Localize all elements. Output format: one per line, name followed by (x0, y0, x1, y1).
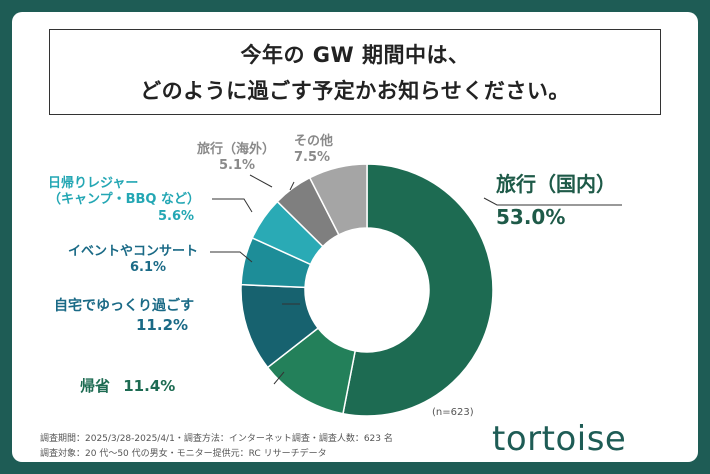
footnote-line-2: 調査対象：20 代〜50 代の男女・モニター提供元：RC リサーチデータ (40, 448, 327, 459)
label-overseas-name: 旅行（海外） (197, 142, 276, 157)
label-overseas: 旅行（海外） 5.1% (197, 142, 275, 175)
footnote-line-1: 調査期間：2025/3/28-2025/4/1・調査方法：インターネット調査・調… (40, 434, 393, 444)
donut-chart (210, 163, 622, 417)
label-domestic-name: 旅行（国内） (496, 172, 616, 196)
leader-line-other (289, 181, 295, 191)
survey-footnote: 調査期間：2025/3/28-2025/4/1・調査方法：インターネット調査・調… (40, 432, 393, 462)
sample-size: (n=623) (432, 407, 474, 418)
leader-line-leisure (212, 198, 253, 213)
label-domestic: 旅行（国内） 53.0% (496, 172, 616, 230)
label-homecoming-name: 帰省 (80, 377, 111, 395)
leader-line-homecoming (273, 371, 285, 385)
survey-card: 今年の GW 期間中は、 どのように過ごす予定かお知らせください。 旅行（海外）… (12, 12, 698, 462)
label-home-value: 11.2% (136, 315, 189, 334)
question-title-line-1: 今年の GW 期間中は、 (240, 43, 470, 67)
donut-slice-6 (308, 163, 368, 236)
label-leisure: 日帰りレジャー （キャンプ・BBQ など） 5.6% (48, 176, 200, 225)
tortoise-logo: tortoise (492, 419, 627, 459)
leader-line-domestic (483, 197, 622, 206)
label-home-name: 自宅でゆっくり過ごす (54, 298, 195, 314)
label-leisure-name-2: （キャンプ・BBQ など） (48, 192, 201, 208)
label-event-name: イベントやコンサート (68, 244, 199, 259)
question-title-line-2: どのように過ごす予定かお知らせください。 (140, 79, 570, 103)
label-event-value: 6.1% (130, 260, 167, 276)
label-other-value: 7.5% (294, 150, 331, 166)
donut-slice-0 (342, 163, 494, 417)
label-overseas-value: 5.1% (219, 158, 256, 174)
label-leisure-value: 5.6% (158, 208, 195, 224)
label-other: その他 7.5% (294, 134, 333, 167)
label-homecoming: 帰省 11.4% (80, 377, 175, 396)
label-event: イベントやコンサート 6.1% (68, 244, 198, 277)
question-title-box: 今年の GW 期間中は、 どのように過ごす予定かお知らせください。 (49, 29, 661, 115)
label-leisure-name-1: 日帰りレジャー (48, 176, 139, 191)
label-other-name: その他 (294, 134, 334, 149)
leader-line-event (210, 251, 253, 263)
leader-line-overseas (249, 174, 273, 188)
label-homecoming-value: 11.4% (123, 377, 176, 395)
label-domestic-value: 53.0% (496, 205, 566, 229)
label-home: 自宅でゆっくり過ごす 11.2% (54, 298, 194, 334)
